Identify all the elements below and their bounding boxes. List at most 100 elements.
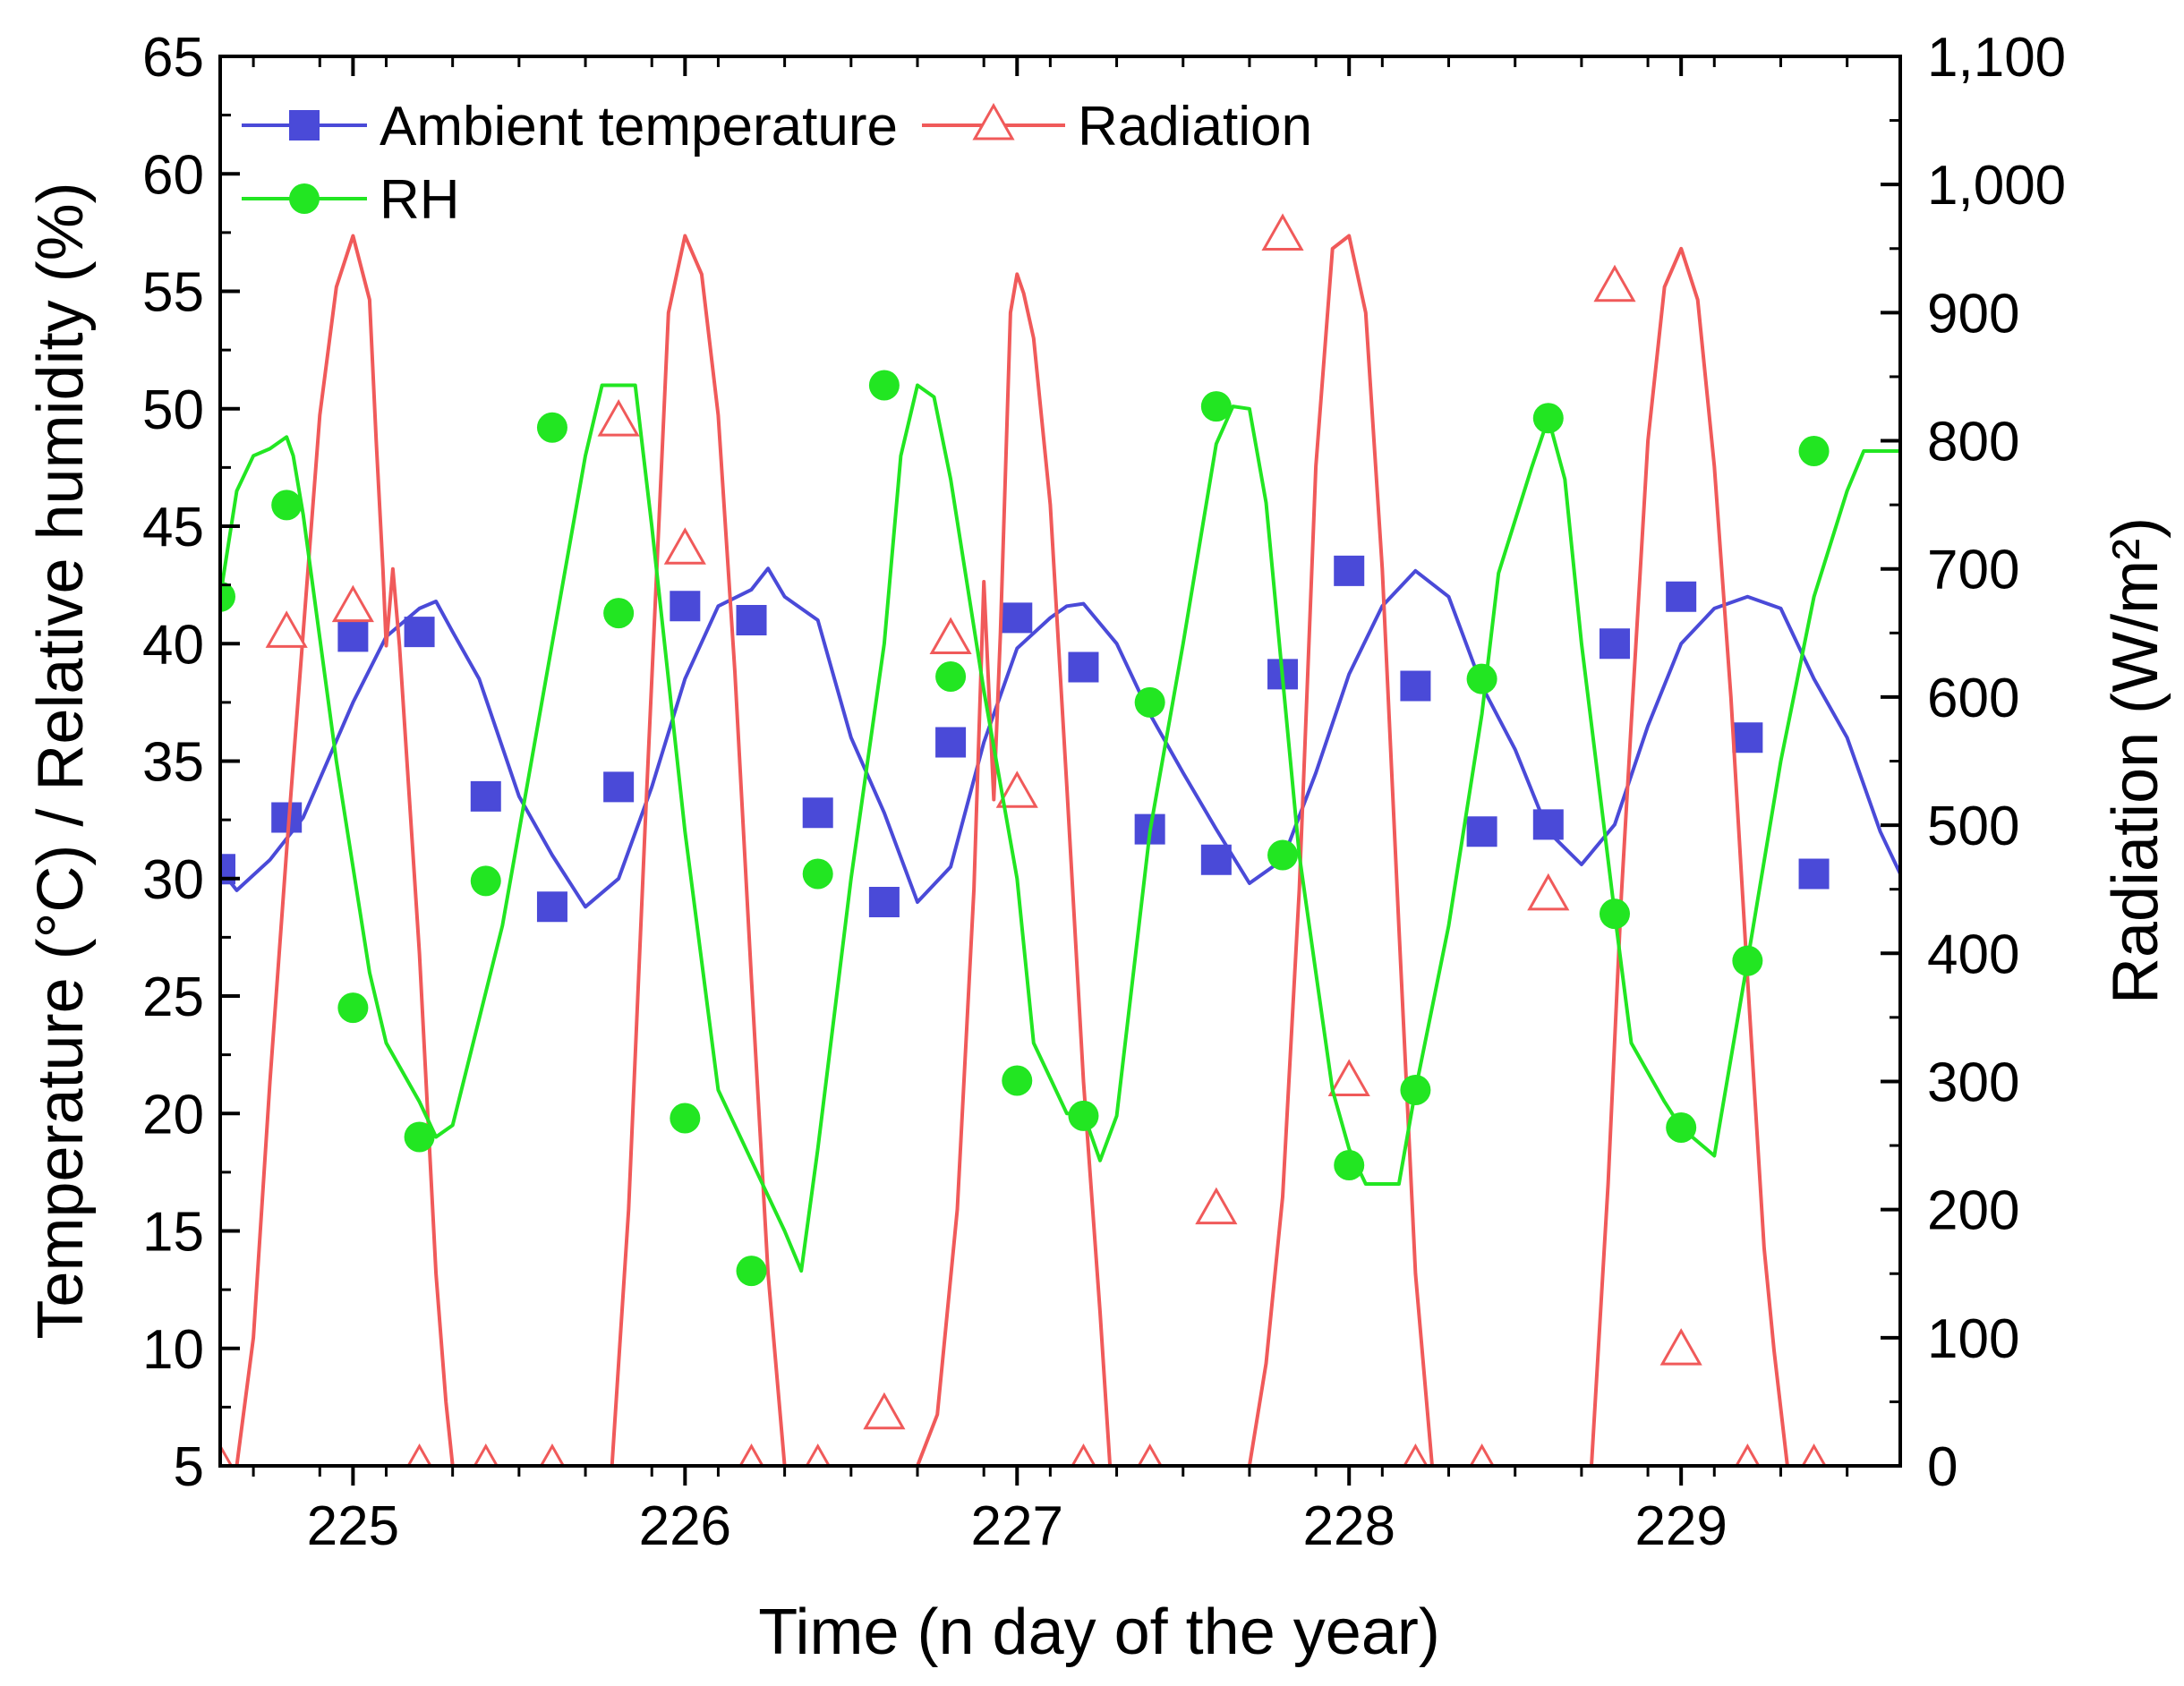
data-point-radiation	[995, 771, 1038, 808]
data-point-ambient-temperature	[1599, 628, 1630, 660]
x-tick-label: 227	[971, 1495, 1063, 1557]
data-point-radiation	[265, 610, 308, 648]
data-point-radiation	[1261, 213, 1304, 251]
data-point-ambient-temperature	[1732, 722, 1763, 754]
y-right-tick-label: 800	[1927, 412, 2019, 473]
series-rh	[220, 370, 1900, 1287]
data-point-radiation	[663, 527, 706, 565]
series-line-radiation	[220, 234, 1900, 1466]
data-point-rh	[802, 858, 833, 890]
data-point-rh	[1334, 1150, 1365, 1180]
data-point-ambient-temperature	[1532, 809, 1564, 840]
data-point-radiation	[1527, 873, 1570, 911]
data-point-rh	[603, 598, 635, 629]
data-point-ambient-temperature	[337, 621, 369, 652]
data-point-radiation	[738, 1443, 764, 1466]
data-point-radiation	[1735, 1443, 1761, 1466]
y-axis-title-right: Radiation (W/m²)	[2100, 517, 2171, 1004]
y-right-tick-label: 1,000	[1927, 155, 2066, 217]
y-left-tick-label: 55	[142, 262, 204, 324]
data-point-rh	[271, 490, 303, 521]
data-point-rh	[1068, 1100, 1099, 1131]
legend-label-rh: RH	[380, 169, 460, 231]
y-left-tick-label: 50	[142, 379, 204, 441]
y-left-tick-label: 45	[142, 497, 204, 558]
y-right-tick-label: 700	[1927, 540, 2019, 601]
data-point-rh	[1400, 1075, 1431, 1105]
data-point-rh	[1666, 1112, 1697, 1143]
y-right-tick-label: 500	[1927, 796, 2019, 857]
data-point-ambient-temperature	[404, 617, 435, 648]
data-point-radiation	[1327, 1059, 1370, 1096]
data-point-radiation	[1137, 1443, 1163, 1466]
data-point-rh	[1599, 898, 1630, 930]
y-right-tick-label: 0	[1927, 1436, 1958, 1498]
data-point-ambient-temperature	[1798, 858, 1830, 890]
data-point-ambient-temperature	[1068, 651, 1099, 683]
data-point-ambient-temperature	[1002, 602, 1033, 634]
y-left-tick-label: 35	[142, 732, 204, 794]
y-right-tick-label: 400	[1927, 924, 2019, 985]
data-point-rh	[1798, 436, 1830, 466]
data-point-radiation	[863, 1392, 906, 1430]
data-point-rh	[1002, 1065, 1033, 1096]
y-left-tick-label: 25	[142, 966, 204, 1028]
y-right-tick-label: 100	[1927, 1308, 2019, 1370]
data-point-ambient-temperature	[603, 771, 635, 803]
data-point-radiation	[1593, 264, 1636, 302]
data-point-ambient-temperature	[802, 797, 833, 829]
data-point-ambient-temperature	[736, 605, 767, 635]
series-line-rh	[220, 383, 1900, 1273]
y-right-tick-label: 300	[1927, 1052, 2019, 1113]
data-point-ambient-temperature	[670, 591, 701, 622]
data-point-ambient-temperature	[935, 727, 967, 758]
y-right-tick-label: 900	[1927, 283, 2019, 345]
data-point-rh	[1732, 945, 1763, 976]
data-point-radiation	[406, 1443, 432, 1466]
y-left-tick-label: 10	[142, 1319, 204, 1381]
data-point-ambient-temperature	[536, 891, 567, 923]
data-point-ambient-temperature	[1666, 581, 1697, 612]
data-point-rh	[736, 1256, 767, 1287]
data-point-ambient-temperature	[868, 887, 900, 917]
data-point-ambient-temperature	[1200, 844, 1232, 875]
data-point-rh	[536, 412, 567, 443]
data-point-radiation	[1071, 1443, 1096, 1466]
y-left-tick-label: 40	[142, 614, 204, 676]
data-point-rh	[670, 1103, 701, 1134]
y-left-tick-label: 30	[142, 849, 204, 911]
x-tick-label: 228	[1302, 1495, 1395, 1557]
x-axis-title: Time (n day of the year)	[758, 1597, 1440, 1668]
data-point-rh	[1134, 686, 1165, 718]
y-left-tick-label: 60	[142, 144, 204, 206]
data-point-ambient-temperature	[470, 780, 501, 812]
data-point-ambient-temperature	[1466, 816, 1497, 847]
data-point-rh	[1532, 403, 1564, 434]
legend: Ambient temperature Radiation RH	[242, 96, 1312, 231]
data-point-radiation	[1801, 1443, 1827, 1466]
legend-marker-radiation	[972, 102, 1015, 140]
data-point-radiation	[929, 617, 972, 654]
data-point-ambient-temperature	[1334, 555, 1365, 586]
legend-marker-rh	[289, 183, 320, 214]
data-point-rh	[220, 581, 235, 612]
data-point-rh	[868, 370, 900, 401]
legend-label-radiation: Radiation	[1078, 96, 1312, 158]
series-radiation	[220, 213, 1900, 1466]
data-point-radiation	[473, 1443, 499, 1466]
y-left-tick-label: 20	[142, 1084, 204, 1145]
data-point-radiation	[331, 584, 374, 623]
data-point-rh	[404, 1121, 435, 1153]
data-point-rh	[1466, 663, 1497, 694]
data-point-rh	[470, 865, 501, 897]
y-right-tick-label: 1,100	[1927, 27, 2066, 89]
x-tick-label: 225	[307, 1495, 399, 1557]
y-left-tick-label: 5	[174, 1436, 204, 1498]
data-point-radiation	[539, 1443, 566, 1466]
x-tick-label: 226	[639, 1495, 731, 1557]
data-point-rh	[1200, 391, 1232, 422]
data-point-rh	[935, 661, 967, 692]
data-point-radiation	[1659, 1328, 1702, 1366]
legend-marker-ambient-temperature	[289, 110, 320, 140]
